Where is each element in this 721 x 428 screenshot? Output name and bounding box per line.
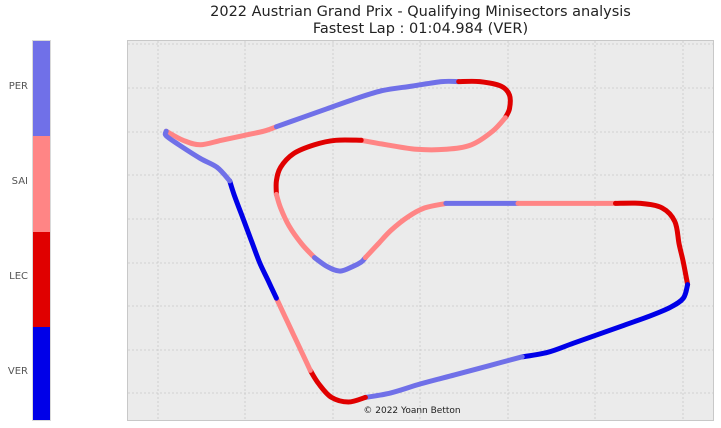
subtitle-line: Fastest Lap : 01:04.984 (VER) bbox=[312, 21, 529, 37]
colorbar-segment-lec bbox=[33, 231, 50, 328]
track-segment-4-sai bbox=[358, 115, 508, 153]
colorbar-segment-per bbox=[33, 41, 50, 137]
track-segment-6-sai bbox=[273, 191, 317, 261]
colorbar-label-per: PER bbox=[8, 80, 28, 92]
track-segments bbox=[162, 78, 691, 405]
colorbar-segment-ver bbox=[33, 326, 50, 420]
track-segment-3-lec bbox=[456, 78, 513, 121]
track-segment-11-lec bbox=[613, 200, 691, 288]
colorbar-segment-sai bbox=[33, 136, 50, 232]
plot-area bbox=[127, 40, 714, 421]
title-line: 2022 Austrian Grand Prix - Qualifying Mi… bbox=[210, 4, 631, 20]
track-segment-2-per bbox=[273, 78, 462, 130]
track-segment-7-per bbox=[312, 255, 368, 274]
track-segment-14-lec bbox=[307, 367, 368, 405]
track-map bbox=[128, 41, 713, 420]
track-segment-16-ver bbox=[227, 178, 279, 301]
colorbar-label-sai: SAI bbox=[11, 175, 28, 187]
colorbar-label-ver: VER bbox=[7, 366, 28, 378]
track-segment-15-sai bbox=[273, 295, 313, 373]
track-segment-1-sai bbox=[163, 124, 279, 148]
track-segment-17-per bbox=[162, 128, 233, 184]
track-segment-8-sai bbox=[362, 200, 449, 261]
track-segment-12-ver bbox=[519, 282, 691, 360]
copyright-credit: © 2022 Yoann Betton bbox=[363, 406, 461, 416]
grid-lines bbox=[128, 41, 713, 420]
track-segment-13-per bbox=[362, 354, 525, 400]
chart-title: 2022 Austrian Grand Prix - Qualifying Mi… bbox=[127, 4, 714, 38]
track-segment-5-lec bbox=[273, 137, 364, 197]
colorbar-label-lec: LEC bbox=[9, 271, 28, 283]
driver-colorbar bbox=[32, 40, 51, 421]
